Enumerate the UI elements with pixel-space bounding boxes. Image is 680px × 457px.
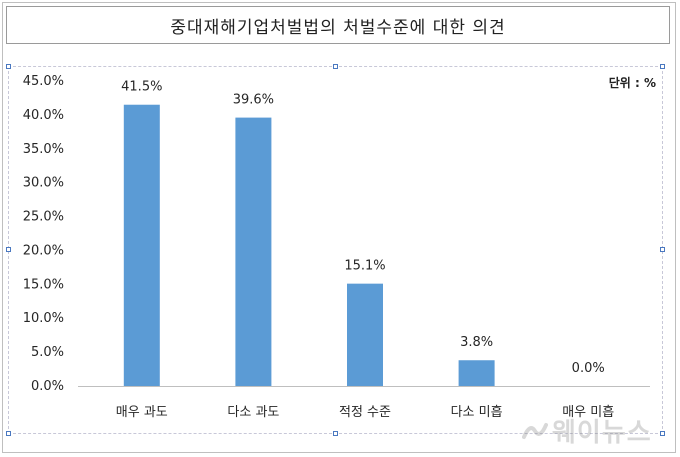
y-tick-label: 10.0% xyxy=(23,311,64,326)
data-label: 15.1% xyxy=(344,259,385,274)
bar xyxy=(235,117,272,386)
title-box: 중대재해기업처벌법의 처벌수준에 대한 의견 xyxy=(6,6,670,44)
data-label: 0.0% xyxy=(572,361,605,376)
resize-handle-top-right[interactable] xyxy=(660,64,665,69)
resize-handle-bottom-middle[interactable] xyxy=(333,431,338,436)
watermark-text: 웨이뉴스 xyxy=(552,417,652,448)
chart-title: 중대재해기업처벌법의 처벌수준에 대한 의견 xyxy=(170,17,506,38)
y-axis-ticks: 0.0% 5.0% 10.0% 15.0% 20.0% 25.0% 30.0% 35.0% 40… xyxy=(23,74,64,394)
data-label: 41.5% xyxy=(121,80,162,95)
y-tick-label: 25.0% xyxy=(23,210,64,225)
x-tick-label: 적정 수준 xyxy=(339,405,391,420)
unit-label: 단위 : % xyxy=(608,76,656,90)
resize-handle-top-left[interactable] xyxy=(6,64,11,69)
resize-handle-top-middle[interactable] xyxy=(333,64,338,69)
x-tick-label: 다소 과도 xyxy=(227,405,279,420)
y-tick-label: 20.0% xyxy=(23,243,64,258)
watermark-logo: 웨이뉴스 xyxy=(522,410,652,450)
y-tick-label: 30.0% xyxy=(23,176,64,191)
bar-series xyxy=(123,104,495,386)
resize-handle-bottom-left[interactable] xyxy=(6,431,11,436)
resize-handle-middle-left[interactable] xyxy=(6,247,11,252)
resize-handle-bottom-right[interactable] xyxy=(660,431,665,436)
figure-frame xyxy=(2,2,676,453)
y-tick-label: 15.0% xyxy=(23,277,64,292)
bar xyxy=(347,283,383,386)
data-label: 39.6% xyxy=(233,93,274,108)
x-axis-labels: 매우 과도 다소 과도 적정 수준 다소 미흡 매우 미흡 xyxy=(116,405,614,420)
value-labels: 41.5% 39.6% 15.1% 3.8% 0.0% xyxy=(121,80,605,376)
bar xyxy=(458,360,495,386)
bar xyxy=(123,104,160,386)
y-tick-label: 5.0% xyxy=(31,345,64,360)
x-tick-label: 매우 과도 xyxy=(116,405,168,420)
x-tick-label: 매우 미흡 xyxy=(562,405,614,420)
resize-handle-middle-right[interactable] xyxy=(660,247,665,252)
y-tick-label: 40.0% xyxy=(23,108,64,123)
wave-logo-icon xyxy=(522,423,548,439)
data-label: 3.8% xyxy=(460,335,493,350)
x-tick-label: 다소 미흡 xyxy=(451,405,503,420)
y-tick-label: 45.0% xyxy=(23,74,64,89)
y-tick-label: 35.0% xyxy=(23,142,64,157)
y-tick-label: 0.0% xyxy=(31,379,64,394)
